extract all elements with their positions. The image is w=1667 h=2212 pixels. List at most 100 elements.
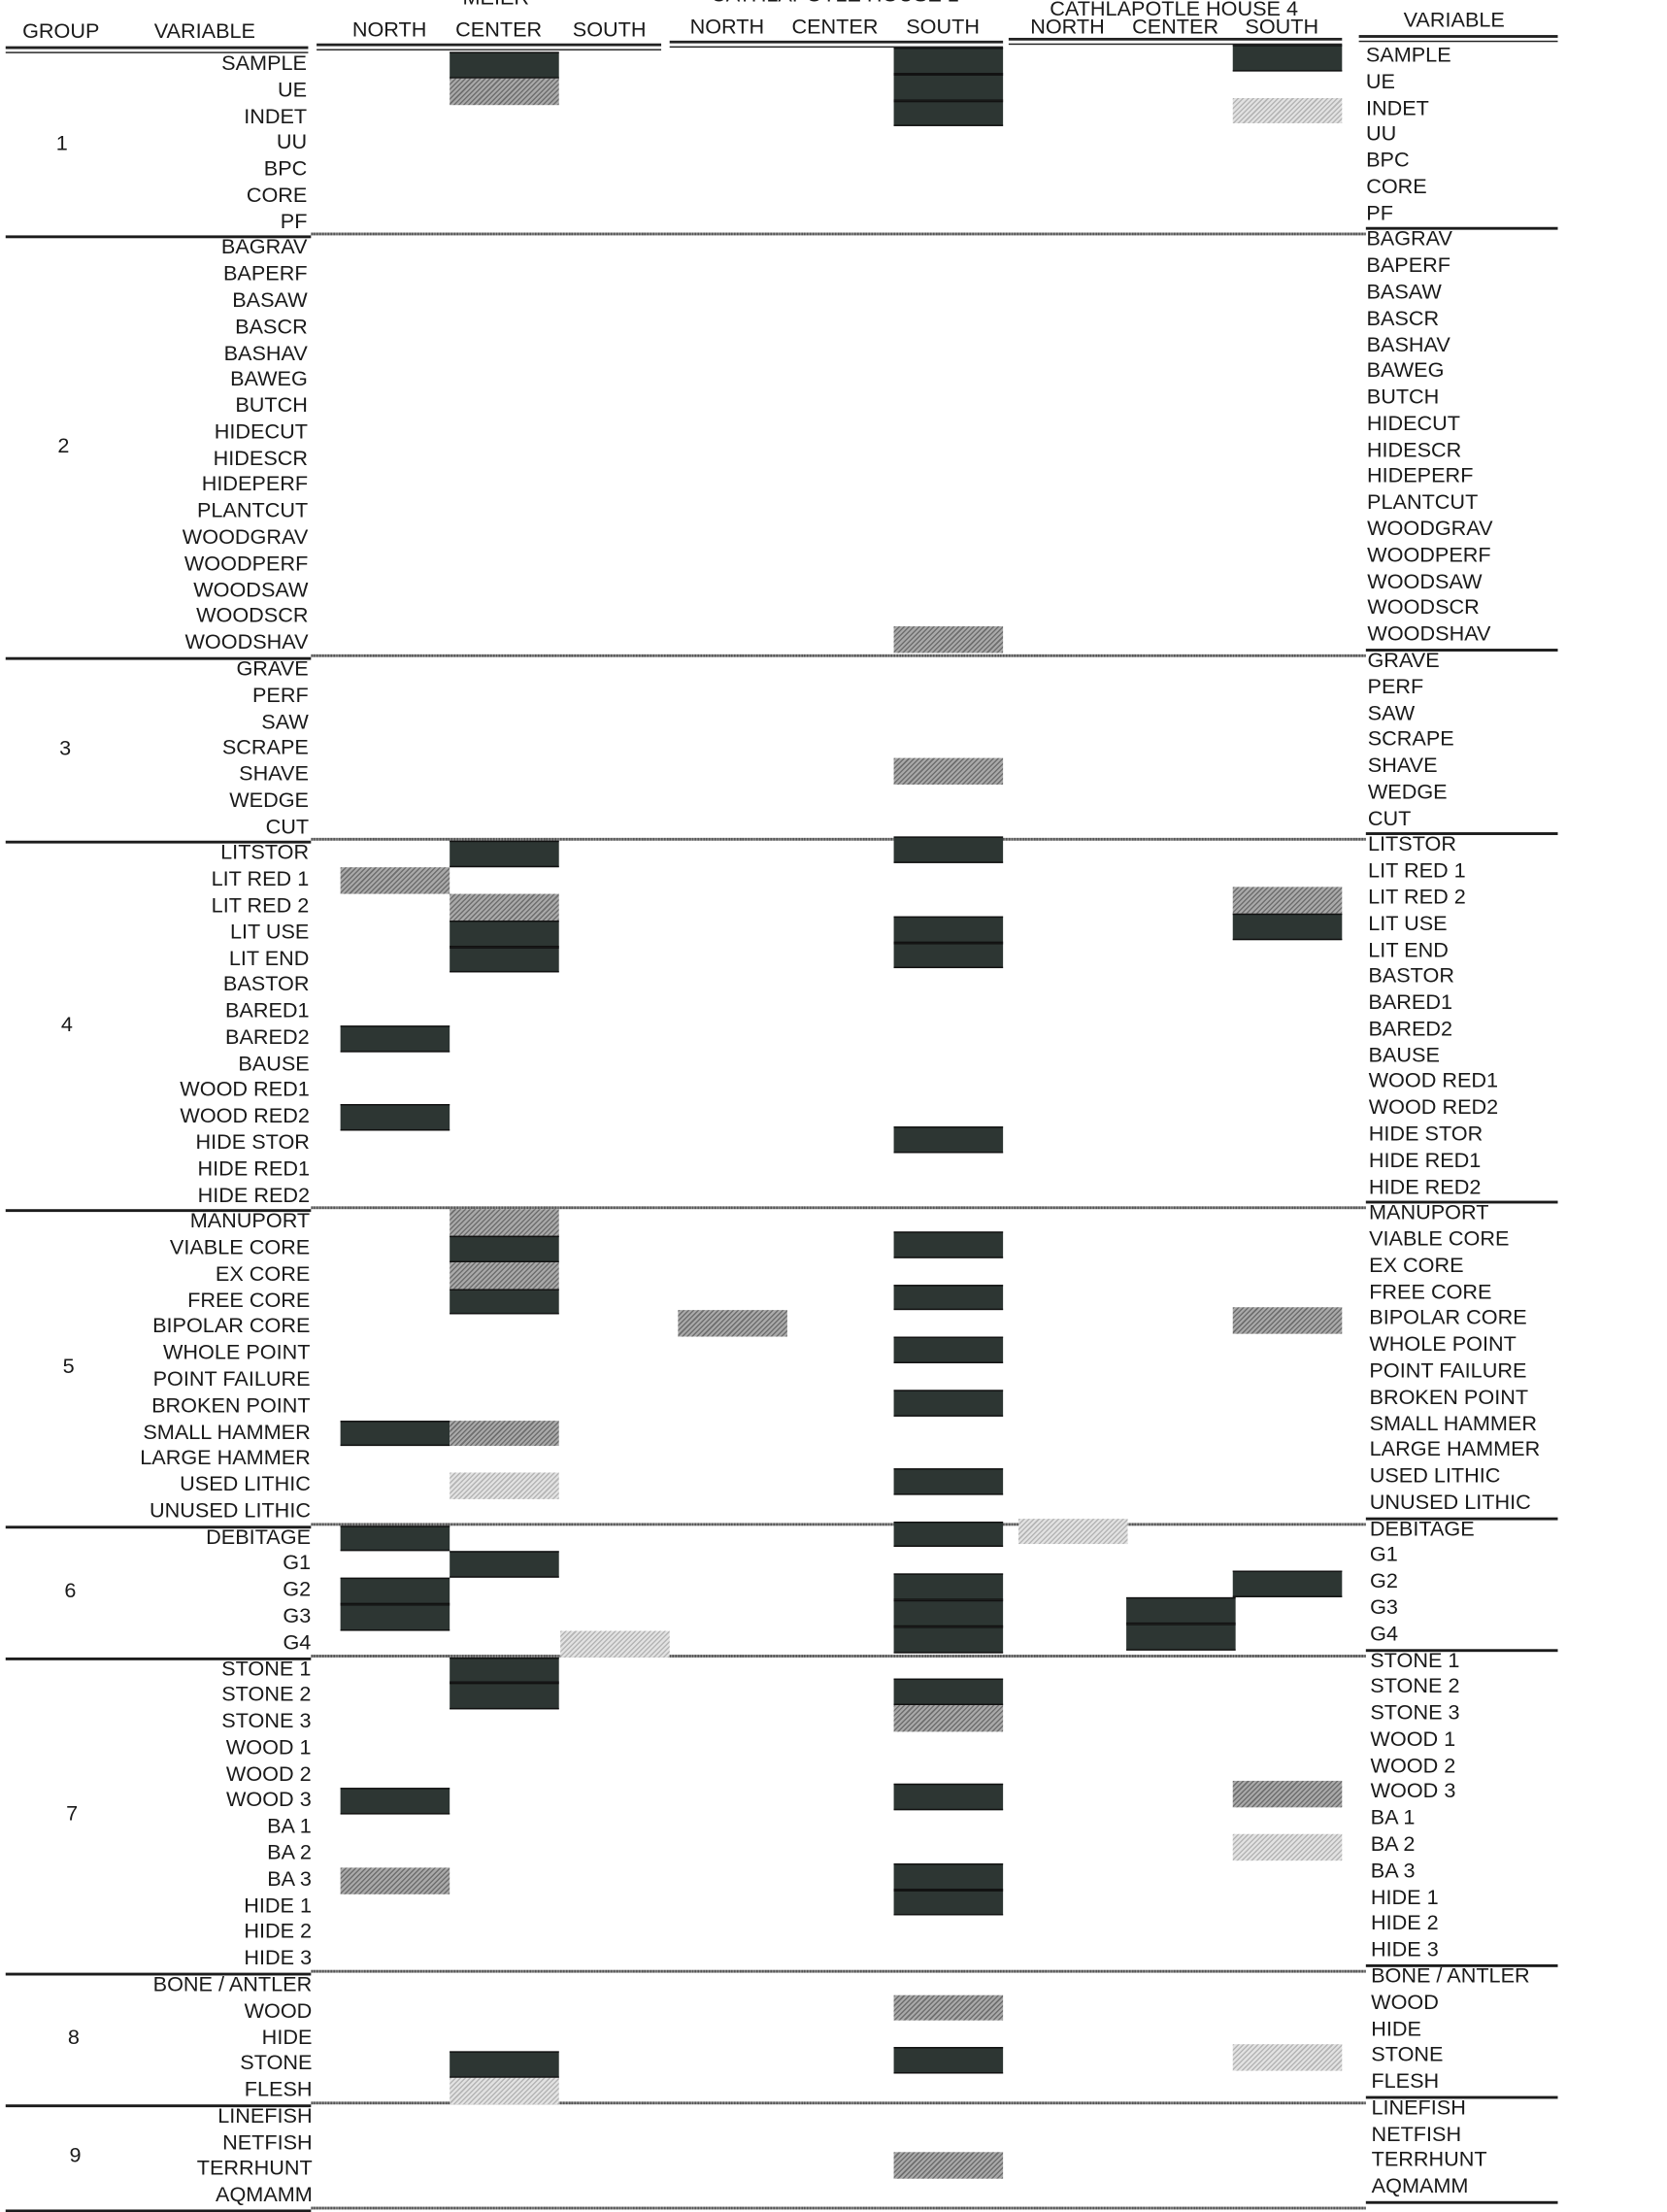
variable-label-right: SAMPLE (1365, 43, 1451, 68)
cell-mark-medium (893, 757, 1004, 785)
variable-label-right: HIDE 2 (1370, 1911, 1439, 1936)
variable-label-left: WOODSAW (193, 578, 309, 602)
variable-label-left: BASCR (235, 315, 308, 339)
cell-mark-medium (678, 1310, 787, 1337)
variable-label-right: SCRAPE (1367, 727, 1454, 752)
variable-label-right: UU (1366, 122, 1397, 147)
cell-mark-medium (1232, 887, 1343, 914)
variable-label-left: FREE CORE (187, 1288, 311, 1313)
cell-mark-dark (893, 1336, 1004, 1363)
variable-label-left: LARGE HAMMER (140, 1446, 311, 1471)
variable-label-left: BPC (263, 156, 308, 182)
variable-label-right: EX CORE (1369, 1254, 1464, 1278)
cell-mark-dark (340, 1024, 450, 1053)
variable-label-left: WOODPERF (183, 552, 309, 576)
variable-header-left: VARIABLE (153, 19, 255, 44)
cell-mark-light (450, 2077, 559, 2104)
cell-mark-light (560, 1630, 670, 1658)
variable-label-left: PERF (251, 683, 309, 708)
variable-label-right: UNUSED LITHIC (1369, 1491, 1531, 1515)
variable-label-left: SCRAPE (221, 735, 309, 760)
variable-label-left: BA 2 (267, 1841, 312, 1865)
variable-label-left: HIDEPERF (201, 472, 309, 497)
variable-label-left: DEBITAGE (206, 1525, 312, 1550)
cell-mark-dark (893, 100, 1004, 127)
column-header-south: SOUTH (1245, 15, 1319, 40)
cell-mark-dark (893, 1126, 1004, 1154)
group-separator-right (1365, 1648, 1558, 1652)
variable-label-right: AQMAMM (1371, 2174, 1469, 2199)
variable-label-left: SAW (261, 709, 309, 734)
cell-mark-dark (340, 1420, 450, 1447)
cell-mark-dark (893, 916, 1004, 943)
header-rule-left (5, 46, 309, 53)
variable-label-left: PLANTCUT (196, 499, 309, 523)
variable-label-left: INDET (244, 104, 308, 129)
column-header-center: CENTER (1132, 15, 1219, 40)
variable-label-right: PLANTCUT (1367, 490, 1479, 515)
variable-label-right: BROKEN POINT (1369, 1385, 1529, 1410)
variable-label-right: STONE (1371, 2043, 1444, 2067)
variable-label-right: WOOD 3 (1370, 1780, 1456, 1804)
variable-label-right: WOODSHAV (1367, 621, 1491, 647)
variable-label-right: SHAVE (1367, 754, 1438, 778)
group-separator-right (1365, 227, 1558, 231)
variable-label-right: BAPERF (1366, 253, 1450, 279)
column-header-south: SOUTH (572, 17, 647, 43)
variable-label-left: EX CORE (215, 1261, 311, 1287)
group-separator-left (5, 236, 312, 239)
cell-mark-dark (893, 1390, 1004, 1417)
group-separator-right (1365, 832, 1558, 836)
cell-mark-dark (450, 2051, 559, 2078)
variable-label-left: WOODSCR (196, 604, 309, 628)
group-separator-left (5, 1657, 312, 1660)
cell-mark-dark (893, 74, 1004, 101)
variable-label-left: HIDE RED1 (197, 1156, 311, 1182)
variable-label-left: WOOD RED2 (180, 1104, 310, 1128)
variable-label-right: STONE 2 (1370, 1674, 1460, 1699)
variable-label-left: BIPOLAR CORE (152, 1315, 311, 1339)
variable-label-right: FREE CORE (1369, 1280, 1492, 1304)
cell-mark-dark (893, 1599, 1004, 1626)
variable-label-right: LINEFISH (1371, 2095, 1466, 2120)
variable-label-right: STONE 3 (1370, 1700, 1460, 1726)
column-header-north: NORTH (351, 17, 427, 43)
variable-label-right: USED LITHIC (1369, 1463, 1501, 1489)
group-number: 9 (69, 2144, 82, 2168)
variable-label-right: G1 (1369, 1543, 1398, 1567)
cell-mark-dark (450, 920, 559, 947)
variable-label-left: HIDE 3 (244, 1946, 313, 1970)
group-number: 2 (57, 433, 70, 458)
cell-mark-dark (340, 1604, 450, 1631)
group-separator-right (1365, 1963, 1558, 1967)
variable-label-left: LIT RED 1 (211, 867, 310, 891)
variable-label-right: HIDE RED1 (1368, 1148, 1482, 1173)
variable-label-right: WOOD (1371, 1990, 1439, 2015)
header-rule-house-4 (1008, 37, 1343, 46)
group-separator-grid (311, 1654, 1366, 1658)
group-separator-grid (311, 2206, 1366, 2210)
cell-mark-dark (893, 1468, 1004, 1495)
variable-label-right: LARGE HAMMER (1369, 1437, 1541, 1462)
variable-label-right: G4 (1370, 1622, 1399, 1647)
variable-label-left: TERRHUNT (196, 2157, 313, 2181)
variable-label-right: BARED1 (1368, 990, 1453, 1015)
variable-label-right: GRAVE (1367, 648, 1440, 673)
variable-label-right: MANUPORT (1368, 1201, 1489, 1225)
cell-mark-dark (893, 2047, 1004, 2074)
variable-label-right: HIDE (1371, 2017, 1421, 2041)
variable-label-left: BROKEN POINT (151, 1393, 311, 1418)
header-rule-right (1358, 35, 1558, 43)
variable-label-right: LITSTOR (1367, 832, 1457, 857)
cell-mark-dark (893, 1784, 1004, 1811)
group-number: 5 (62, 1355, 75, 1379)
cell-mark-medium (450, 78, 559, 105)
variable-label-right: HIDE 3 (1371, 1937, 1439, 1962)
variable-label-right: BA 2 (1370, 1832, 1416, 1857)
variable-label-left: WOOD 1 (225, 1735, 312, 1760)
cell-mark-dark (450, 841, 559, 868)
variable-label-right: G3 (1370, 1595, 1398, 1621)
variable-label-left: STONE 2 (221, 1683, 312, 1707)
variable-label-right: UE (1365, 69, 1395, 94)
group-number: 4 (60, 1013, 73, 1037)
